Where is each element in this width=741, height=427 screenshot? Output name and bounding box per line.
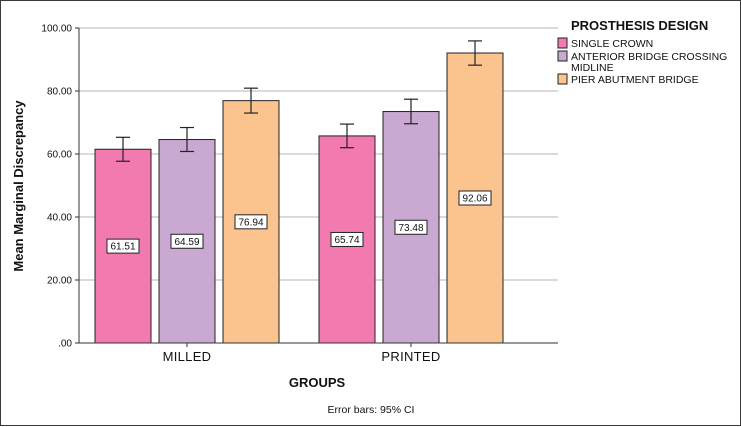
data-label: 65.74	[334, 235, 359, 246]
legend-label: ANTERIOR BRIDGE CROSSING MIDLINE	[571, 51, 727, 74]
y-tick-label: 20.00	[47, 276, 72, 287]
error-bars-footnote: Error bars: 95% CI	[328, 404, 415, 416]
legend-swatch	[557, 50, 568, 62]
legend-title: PROSTHESIS DESIGN	[571, 18, 708, 33]
data-label-box	[106, 238, 140, 254]
data-label-box	[458, 190, 492, 206]
x-tick-label: PRINTED	[381, 349, 440, 364]
data-label-box	[330, 231, 364, 247]
error-bars	[116, 40, 482, 162]
data-label-box	[170, 233, 204, 249]
y-tick-label: 80.00	[47, 87, 72, 98]
legend-swatch	[557, 37, 568, 49]
data-labels: 61.51 64.59 76.94 65.74 73.48 92.06	[106, 190, 492, 254]
x-tick-labels: MILLED PRINTED	[163, 343, 440, 364]
legend-swatch	[557, 73, 568, 85]
legend-label: SINGLE CROWN	[571, 38, 653, 50]
y-tick-label: 100.00	[41, 24, 72, 35]
data-label-box	[394, 219, 428, 235]
data-label: 73.48	[398, 223, 423, 234]
data-label: 61.51	[110, 242, 135, 253]
data-label-box	[234, 214, 268, 230]
data-label: 92.06	[462, 194, 487, 205]
x-axis-title: GROUPS	[289, 375, 346, 390]
y-tick-label: 40.00	[47, 213, 72, 224]
bars	[94, 52, 504, 344]
axes	[78, 28, 558, 344]
x-tick-label: MILLED	[163, 349, 212, 364]
legend-label: PIER ABUTMENT BRIDGE	[571, 74, 699, 86]
y-tick-label: .00	[58, 339, 72, 350]
data-label: 76.94	[238, 217, 263, 228]
data-label: 64.59	[174, 237, 199, 248]
y-tick-labels: .00 20.00 40.00 60.00 80.00 100.00	[41, 24, 79, 350]
y-axis-title: Mean Marginal Discrepancy	[11, 100, 26, 272]
y-tick-label: 60.00	[47, 150, 72, 161]
